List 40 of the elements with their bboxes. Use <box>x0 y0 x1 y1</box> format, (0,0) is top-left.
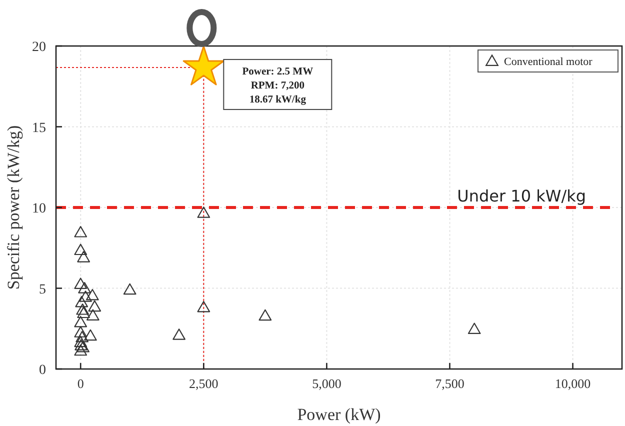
y-tick-label: 20 <box>32 40 46 55</box>
point <box>88 300 102 312</box>
x-tick-label: 2,500 <box>189 376 218 391</box>
point <box>182 46 224 86</box>
x-tick-label: 10,000 <box>554 376 591 391</box>
x-tick-label: 5,000 <box>312 376 342 391</box>
point <box>123 283 136 295</box>
x-tick-label: 0 <box>77 376 84 391</box>
y-axis-title: Specific power (kW/kg) <box>4 125 23 290</box>
y-tick-label: 0 <box>39 363 46 378</box>
legend-label: Conventional motor <box>504 56 593 68</box>
point <box>74 336 88 348</box>
y-tick-label: 15 <box>32 120 46 136</box>
ref-line-label: Under 10 kW/kg <box>457 186 586 206</box>
point <box>77 251 90 262</box>
point <box>79 290 92 302</box>
point <box>74 226 88 238</box>
annotation: Power: 2.5 MW RPM: 7,200 18.67 kW/kg <box>242 66 314 106</box>
point <box>197 300 210 312</box>
point <box>468 322 481 334</box>
y-tick-label: 5 <box>39 282 46 298</box>
point <box>86 309 100 320</box>
x-tick-label: 7,500 <box>435 376 464 391</box>
point <box>84 329 97 341</box>
point <box>76 330 89 342</box>
point <box>74 316 88 328</box>
point <box>74 278 88 289</box>
point <box>78 282 91 294</box>
point <box>74 344 88 356</box>
point <box>77 306 90 318</box>
point <box>86 288 99 300</box>
point <box>75 296 88 308</box>
point <box>258 309 272 321</box>
point <box>172 328 186 340</box>
point <box>74 244 88 256</box>
x-axis-title: Power (kW) <box>297 405 381 424</box>
point <box>197 206 210 218</box>
y-tick-label: 10 <box>32 202 46 216</box>
point <box>76 304 90 315</box>
point <box>74 326 88 338</box>
